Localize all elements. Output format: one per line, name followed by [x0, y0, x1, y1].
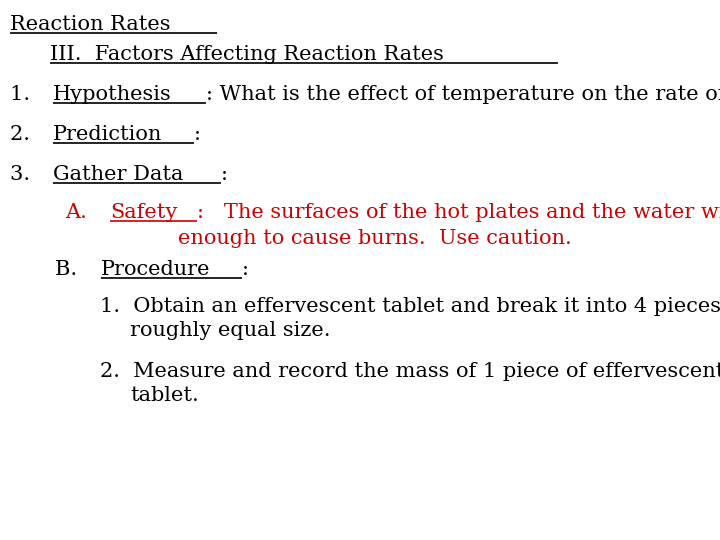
Text: 1.: 1. — [10, 85, 43, 104]
Text: :   The surfaces of the hot plates and the water will be hot: : The surfaces of the hot plates and the… — [197, 203, 720, 222]
Text: 2.  Measure and record the mass of 1 piece of effervescent: 2. Measure and record the mass of 1 piec… — [100, 362, 720, 381]
Text: A.: A. — [65, 203, 100, 222]
Text: Reaction Rates: Reaction Rates — [10, 15, 171, 34]
Text: 3.: 3. — [10, 165, 43, 184]
Text: :: : — [221, 165, 228, 184]
Text: Safety: Safety — [110, 203, 178, 222]
Text: Prediction: Prediction — [53, 125, 162, 144]
Text: Procedure: Procedure — [101, 260, 210, 279]
Text: enough to cause burns.  Use caution.: enough to cause burns. Use caution. — [178, 229, 572, 248]
Text: Gather Data: Gather Data — [53, 165, 184, 184]
Text: tablet.: tablet. — [130, 386, 199, 405]
Text: : What is the effect of temperature on the rate of reaction?: : What is the effect of temperature on t… — [207, 85, 720, 104]
Text: :: : — [242, 260, 249, 279]
Text: B.: B. — [55, 260, 91, 279]
Text: 2.: 2. — [10, 125, 43, 144]
Text: 1.  Obtain an effervescent tablet and break it into 4 pieces of: 1. Obtain an effervescent tablet and bre… — [100, 297, 720, 316]
Text: III.  Factors Affecting Reaction Rates: III. Factors Affecting Reaction Rates — [50, 45, 444, 64]
Text: roughly equal size.: roughly equal size. — [130, 321, 330, 340]
Text: :: : — [194, 125, 201, 144]
Text: Hypothesis: Hypothesis — [53, 85, 172, 104]
